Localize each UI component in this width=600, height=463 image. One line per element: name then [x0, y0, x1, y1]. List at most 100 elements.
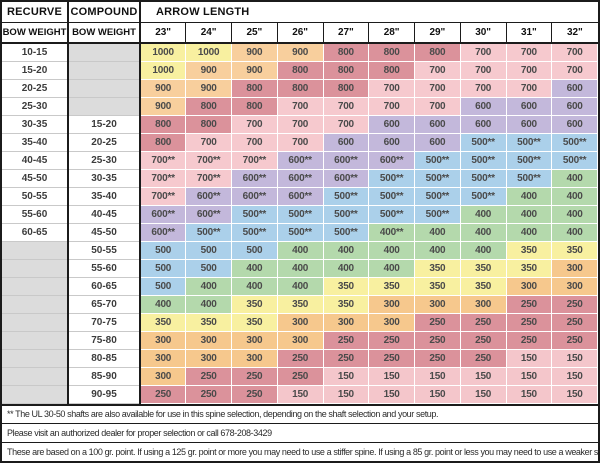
- spine-value-cell: 500**: [505, 132, 553, 152]
- spine-value-cell: 900: [231, 42, 278, 62]
- spine-value-cell: 800: [276, 60, 324, 80]
- spine-value-cell: 300: [322, 312, 370, 332]
- spine-value-cell: 700: [459, 42, 507, 62]
- spine-value-cell: 150: [322, 384, 370, 404]
- table-row: 90-95 250 250 250 150 150 150 150 150 150 150: [2, 384, 598, 404]
- spine-value-cell: 400**: [368, 222, 415, 242]
- spine-value-cell: 250: [459, 330, 507, 350]
- compound-bow-weight-cell: 70-75: [68, 313, 141, 332]
- spine-value-cell: 500**: [459, 150, 507, 170]
- spine-value-cell: 600: [414, 132, 461, 152]
- spine-value-cell: 350: [368, 276, 415, 296]
- spine-value-cell: 400: [551, 168, 598, 188]
- spine-value-cell: 250: [185, 384, 232, 404]
- compound-bow-weight-cell: 40-45: [68, 205, 141, 224]
- spine-value-cell: 700: [368, 96, 415, 116]
- spine-value-cell: 800: [185, 96, 232, 116]
- spine-value-cell: 400: [505, 186, 553, 206]
- spine-value-cell: 600**: [276, 168, 324, 188]
- spine-value-cell: 400: [322, 258, 370, 278]
- footnote: ** The UL 30-50 shafts are also availabl…: [2, 405, 598, 424]
- compound-bow-weight-cell: 90-95: [68, 385, 141, 404]
- spine-value-cell: 150: [276, 384, 324, 404]
- spine-value-cell: 600**: [139, 222, 187, 242]
- spine-value-cell: 250: [185, 366, 232, 386]
- spine-value-cell: 300: [551, 258, 598, 278]
- spine-value-cell: 600**: [322, 168, 370, 188]
- spine-value-cell: 900: [185, 78, 232, 98]
- spine-value-cell: 500: [231, 240, 278, 260]
- spine-value-cell: 600: [551, 114, 598, 134]
- spine-value-cell: 500**: [276, 204, 324, 224]
- spine-value-cell: 150: [459, 366, 507, 386]
- table-row: 45-50 30-35 700** 700** 600** 600** 600** 500**…: [2, 168, 598, 188]
- spine-value-cell: 300: [505, 276, 553, 296]
- spine-value-cell: 600: [551, 96, 598, 116]
- spine-value-cell: 500**: [505, 168, 553, 188]
- spine-value-cell: 600: [505, 114, 553, 134]
- spine-value-cell: 250: [322, 330, 370, 350]
- spine-value-cell: 700**: [139, 186, 187, 206]
- recurve-bow-weight-cell: [2, 385, 69, 404]
- spine-value-cell: 500**: [368, 168, 415, 188]
- spine-value-cell: 600: [551, 78, 598, 98]
- spine-value-cell: 700: [276, 132, 324, 152]
- table-row: 60-65 500 400 400 400 350 350 350 350 300 300: [2, 276, 598, 296]
- spine-value-cell: 300: [231, 330, 278, 350]
- compound-bow-weight-cell: 85-90: [68, 367, 141, 386]
- spine-value-cell: 700: [276, 114, 324, 134]
- recurve-bow-weight-label: BOW WEIGHT: [2, 22, 69, 44]
- spine-value-cell: 350: [414, 258, 461, 278]
- spine-value-cell: 400: [368, 240, 415, 260]
- arrow-length-header: ARROW LENGTH: [140, 2, 598, 23]
- spine-value-cell: 400: [139, 294, 187, 314]
- recurve-bow-weight-cell: 55-60: [2, 205, 69, 224]
- spine-value-cell: 250: [459, 312, 507, 332]
- spine-value-cell: 600: [459, 114, 507, 134]
- spine-value-cell: 600**: [139, 204, 187, 224]
- spine-value-cell: 250: [505, 312, 553, 332]
- spine-value-cell: 400: [368, 258, 415, 278]
- spine-value-cell: 600**: [185, 204, 232, 224]
- spine-value-cell: 700: [231, 132, 278, 152]
- compound-bow-weight-cell: 25-30: [68, 151, 141, 170]
- spine-value-cell: 700**: [139, 168, 187, 188]
- table-row: 10-15 1000 1000 900 900 800 800 800 700 700 700: [2, 42, 598, 62]
- recurve-bow-weight-cell: 30-35: [2, 115, 69, 134]
- spine-value-cell: 500**: [414, 186, 461, 206]
- spine-value-cell: 150: [414, 384, 461, 404]
- spine-value-cell: 600**: [185, 186, 232, 206]
- spine-value-cell: 350: [322, 276, 370, 296]
- table-row: 40-45 25-30 700** 700** 700** 600** 600** 600**…: [2, 150, 598, 170]
- recurve-header: RECURVE: [2, 2, 69, 23]
- arrow-length-column-header: 31": [505, 22, 552, 44]
- spine-value-cell: 300: [231, 348, 278, 368]
- compound-bow-weight-cell: 20-25: [68, 133, 141, 152]
- arrow-length-column-header: 28": [368, 22, 415, 44]
- spine-value-cell: 600**: [276, 150, 324, 170]
- spine-value-cell: 350: [231, 294, 278, 314]
- spine-table: RECURVE COMPOUND ARROW LENGTH BOW WEIGHT…: [2, 2, 598, 404]
- spine-value-cell: 250: [414, 348, 461, 368]
- spine-value-cell: 600**: [276, 186, 324, 206]
- spine-value-cell: 150: [505, 384, 553, 404]
- spine-value-cell: 150: [368, 384, 415, 404]
- spine-value-cell: 150: [551, 366, 598, 386]
- table-row: 55-60 40-45 600** 600** 500** 500** 500** 500**…: [2, 204, 598, 224]
- spine-value-cell: 250: [139, 384, 187, 404]
- spine-value-cell: 400: [459, 240, 507, 260]
- recurve-bow-weight-cell: [2, 295, 69, 314]
- spine-value-cell: 300: [551, 276, 598, 296]
- spine-value-cell: 800: [276, 78, 324, 98]
- compound-bow-weight-cell: 75-80: [68, 331, 141, 350]
- spine-value-cell: 350: [139, 312, 187, 332]
- table-row: 20-25 900 900 800 800 800 700 700 700 700 600: [2, 78, 598, 98]
- spine-value-cell: 900: [276, 42, 324, 62]
- compound-bow-weight-cell: 60-65: [68, 277, 141, 296]
- spine-value-cell: 500**: [185, 222, 232, 242]
- spine-value-cell: 1000: [185, 42, 232, 62]
- spine-value-cell: 250: [276, 366, 324, 386]
- spine-value-cell: 500**: [231, 204, 278, 224]
- spine-value-cell: 500**: [505, 150, 553, 170]
